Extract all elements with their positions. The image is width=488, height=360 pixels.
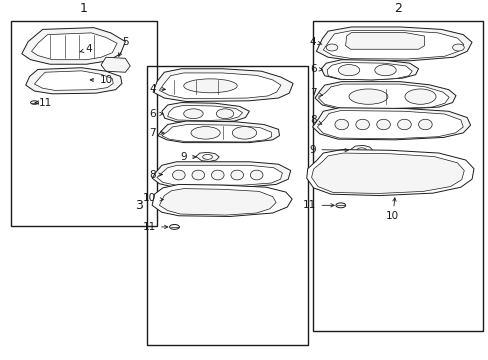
- Polygon shape: [326, 63, 411, 80]
- Ellipse shape: [169, 225, 179, 229]
- Polygon shape: [318, 84, 448, 108]
- Ellipse shape: [418, 119, 431, 130]
- Polygon shape: [152, 162, 290, 187]
- Polygon shape: [167, 105, 242, 121]
- Text: 4: 4: [80, 44, 92, 54]
- Text: 5: 5: [119, 37, 128, 57]
- Bar: [11, 21, 157, 226]
- Ellipse shape: [374, 64, 395, 76]
- Ellipse shape: [325, 44, 337, 51]
- Ellipse shape: [356, 148, 366, 153]
- Ellipse shape: [230, 170, 243, 180]
- Ellipse shape: [348, 89, 387, 104]
- Polygon shape: [311, 153, 463, 193]
- Ellipse shape: [452, 44, 463, 51]
- Polygon shape: [316, 27, 471, 61]
- Text: 10: 10: [90, 75, 112, 85]
- Ellipse shape: [404, 89, 435, 104]
- Polygon shape: [306, 150, 473, 195]
- Polygon shape: [153, 69, 292, 102]
- Ellipse shape: [183, 109, 203, 118]
- Text: 8: 8: [149, 170, 162, 180]
- Polygon shape: [34, 71, 113, 90]
- Text: 9: 9: [309, 145, 347, 154]
- Text: 6: 6: [149, 109, 163, 119]
- Text: 7: 7: [149, 128, 163, 138]
- Polygon shape: [162, 125, 271, 142]
- Ellipse shape: [376, 119, 389, 130]
- Polygon shape: [157, 165, 282, 185]
- Text: 8: 8: [309, 115, 321, 125]
- Text: 6: 6: [309, 64, 322, 74]
- Text: 10: 10: [386, 198, 399, 221]
- Text: 11: 11: [303, 200, 333, 210]
- Bar: [312, 21, 482, 331]
- Polygon shape: [350, 145, 372, 155]
- Ellipse shape: [334, 119, 348, 130]
- Ellipse shape: [192, 170, 204, 180]
- Ellipse shape: [232, 127, 256, 139]
- Ellipse shape: [30, 101, 38, 104]
- Polygon shape: [152, 184, 291, 216]
- Polygon shape: [323, 31, 463, 59]
- Ellipse shape: [250, 170, 263, 180]
- Text: 4: 4: [149, 84, 165, 94]
- Polygon shape: [26, 68, 122, 94]
- Polygon shape: [196, 152, 219, 161]
- Text: 1: 1: [80, 3, 88, 15]
- Text: 11: 11: [35, 98, 52, 108]
- Ellipse shape: [355, 119, 369, 130]
- Text: 11: 11: [142, 222, 167, 232]
- Polygon shape: [31, 33, 117, 60]
- Ellipse shape: [202, 154, 212, 159]
- Ellipse shape: [191, 127, 220, 139]
- Polygon shape: [101, 57, 130, 72]
- Polygon shape: [345, 32, 424, 49]
- Polygon shape: [159, 189, 276, 215]
- Polygon shape: [314, 82, 455, 109]
- Ellipse shape: [172, 170, 185, 180]
- Ellipse shape: [397, 119, 410, 130]
- Text: 7: 7: [309, 88, 322, 98]
- Ellipse shape: [338, 64, 359, 76]
- Text: 9: 9: [180, 152, 196, 162]
- Polygon shape: [317, 111, 462, 139]
- Ellipse shape: [216, 109, 233, 118]
- Ellipse shape: [183, 79, 237, 93]
- Text: 4: 4: [309, 37, 321, 46]
- Text: 3: 3: [135, 199, 142, 212]
- Ellipse shape: [211, 170, 224, 180]
- Polygon shape: [159, 73, 281, 99]
- Polygon shape: [312, 108, 469, 140]
- Text: 10: 10: [142, 193, 163, 203]
- Bar: [147, 66, 307, 345]
- Polygon shape: [22, 28, 125, 64]
- Polygon shape: [321, 60, 418, 80]
- Polygon shape: [158, 121, 279, 143]
- Ellipse shape: [335, 203, 345, 208]
- Text: 2: 2: [393, 3, 401, 15]
- Polygon shape: [162, 103, 249, 122]
